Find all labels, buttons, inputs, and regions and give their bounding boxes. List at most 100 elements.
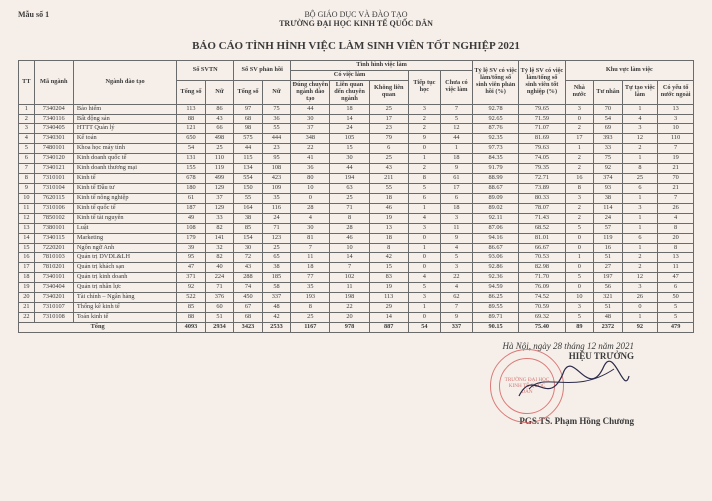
cell: 74.52 (519, 293, 565, 303)
cell: 38 (594, 193, 623, 203)
cell: 55 (369, 183, 408, 193)
th-tiep: Tiếp tục học (408, 70, 440, 104)
cell: 33 (594, 144, 623, 154)
cell: 84.35 (472, 154, 518, 164)
cell: 3 (19, 124, 35, 134)
cell: 80.33 (519, 193, 565, 203)
cell: 423 (262, 174, 291, 184)
cell: 444 (262, 134, 291, 144)
cell: 7340404 (34, 283, 73, 293)
cell: 44 (440, 134, 472, 144)
cell: 21 (658, 183, 694, 193)
cell: 12 (622, 273, 658, 283)
cell: Bảo hiểm (73, 104, 176, 114)
cell: 13 (369, 223, 408, 233)
cell: 2 (622, 144, 658, 154)
cell: 164 (234, 203, 263, 213)
cell: 7380101 (34, 223, 73, 233)
cell: 48 (594, 312, 623, 322)
cell: 22 (291, 144, 330, 154)
cell: 7810103 (34, 253, 73, 263)
th-nn: Nhà nước (565, 80, 594, 104)
cell: 193 (291, 293, 330, 303)
cell: 92.86 (472, 263, 518, 273)
cell: 2 (565, 124, 594, 134)
total-cell: 978 (330, 322, 369, 332)
cell: 38 (262, 263, 291, 273)
table-row: 197340404Quản trị nhân lực92717458351119… (19, 283, 694, 293)
cell: 105 (330, 134, 369, 144)
cell: 5 (565, 223, 594, 233)
cell: 374 (594, 174, 623, 184)
cell: 92 (177, 283, 206, 293)
total-cell: 2533 (262, 322, 291, 332)
cell: 450 (234, 293, 263, 303)
cell: 119 (594, 233, 623, 243)
cell: 71.59 (519, 114, 565, 124)
total-cell: 54 (408, 322, 440, 332)
table-row: 107620115Kinh tế nông nghiệp613755350251… (19, 193, 694, 203)
cell: 1 (408, 243, 440, 253)
cell: 7 (330, 263, 369, 273)
cell: 44 (330, 164, 369, 174)
cell: 131 (177, 154, 206, 164)
cell: 47 (658, 273, 694, 283)
cell: 1 (622, 104, 658, 114)
cell: 2 (408, 164, 440, 174)
th-ma: Mã ngành (34, 61, 73, 105)
cell: 51 (594, 253, 623, 263)
cell: 7340204 (34, 104, 73, 114)
total-cell: 887 (369, 322, 408, 332)
cell: 88 (177, 114, 206, 124)
cell: 29 (369, 303, 408, 313)
cell: 80 (291, 174, 330, 184)
th-tong1: Tổng số (177, 80, 206, 104)
cell: 79.63 (519, 144, 565, 154)
cell: 97 (234, 104, 263, 114)
cell: 5 (565, 312, 594, 322)
cell: 4 (622, 114, 658, 124)
cell: 94.16 (472, 233, 518, 243)
cell: 79.35 (519, 164, 565, 174)
th-tyle-tn: Tỷ lệ SV có việc làm/tổng số sinh viên t… (519, 61, 565, 105)
table-row: 67340120Kinh doanh quốc tế13111011595413… (19, 154, 694, 164)
cell: 129 (205, 203, 234, 213)
cell: 55 (234, 193, 263, 203)
cell: 10 (658, 124, 694, 134)
cell: 25 (369, 104, 408, 114)
cell: 180 (177, 183, 206, 193)
cell: 1 (408, 303, 440, 313)
cell: 74 (234, 283, 263, 293)
th-svtn: Số SVTN (177, 61, 234, 81)
cell: 4 (440, 243, 472, 253)
cell: Toán kinh tế (73, 312, 176, 322)
cell: 7620115 (34, 193, 73, 203)
cell: 19 (19, 283, 35, 293)
cell: Kinh tế Đầu tư (73, 183, 176, 193)
cell: 57 (594, 223, 623, 233)
cell: 89.02 (472, 203, 518, 213)
total-label: Tổng (19, 322, 177, 332)
cell: Kinh tế tài nguyên (73, 213, 176, 223)
cell: 13 (19, 223, 35, 233)
stamp-icon: TRƯỜNG ĐẠI HỌC KINH TẾ QUỐC DÂN (490, 349, 564, 423)
cell: 87.06 (472, 223, 518, 233)
cell: 5 (440, 114, 472, 124)
cell: 7 (658, 144, 694, 154)
cell: 3 (622, 203, 658, 213)
cell: 68 (234, 114, 263, 124)
cell: 32 (205, 243, 234, 253)
total-cell: 479 (658, 322, 694, 332)
cell: 16 (594, 243, 623, 253)
cell: 6 (440, 193, 472, 203)
cell: 17 (369, 114, 408, 124)
cell: 92.78 (472, 104, 518, 114)
cell: 86.67 (472, 243, 518, 253)
cell: 14 (369, 312, 408, 322)
cell: 8 (565, 183, 594, 193)
total-cell: 92 (622, 322, 658, 332)
cell: 194 (330, 174, 369, 184)
cell: 69.32 (519, 312, 565, 322)
cell: Tài chính – Ngân hàng (73, 293, 176, 303)
cell: 2 (565, 203, 594, 213)
